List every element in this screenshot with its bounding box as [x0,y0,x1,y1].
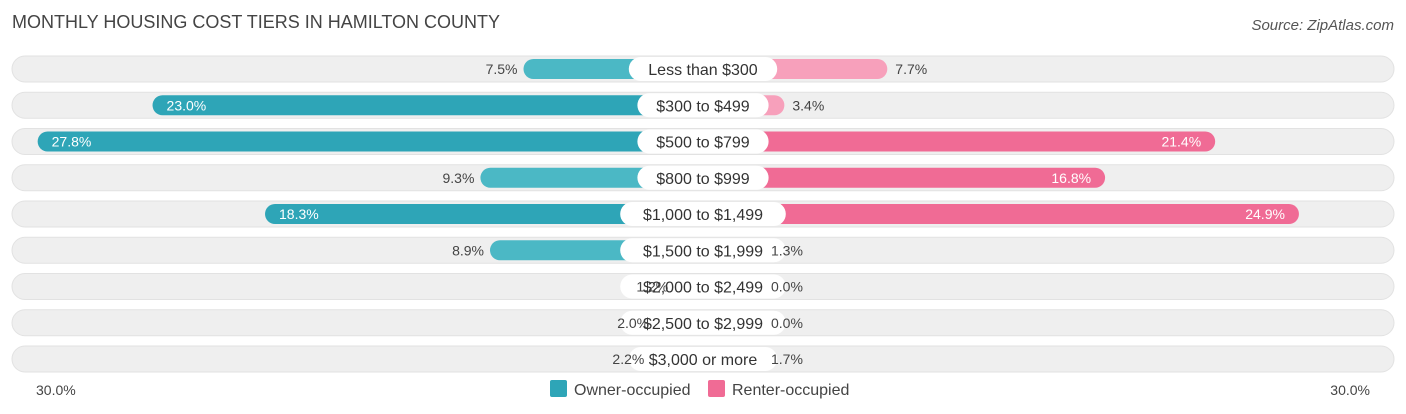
category-pill [620,310,786,335]
chart-row: $1,000 to $1,499 18.3% 24.9% [11,200,1395,228]
category-label: $1,500 to $1,999 [643,243,763,260]
owner-value-label: 27.8% [52,134,92,150]
renter-bar [693,131,1216,152]
category-pill [637,93,769,118]
axis-right-label: 30.0% [1330,382,1370,398]
owner-value-label: 2.0% [617,315,649,331]
chart-row: $800 to $999 9.3% 16.8% [11,164,1395,192]
category-pill [628,347,778,371]
owner-bar [152,95,714,116]
owner-value-label: 8.9% [452,242,484,258]
renter-value-label: 7.7% [895,61,927,77]
owner-value-label: 1.2% [636,279,668,295]
category-pill [637,165,769,190]
owner-value-label: 7.5% [486,61,518,77]
renter-value-label: 0.0% [771,315,803,331]
chart-row: $3,000 or more 2.2% 1.7% [11,345,1395,373]
renter-value-label: 21.4% [1161,134,1201,150]
owner-value-label: 2.2% [612,351,644,367]
renter-value-label: 0.0% [771,279,803,295]
renter-value-label: 3.4% [792,97,824,113]
category-label: $2,500 to $2,999 [643,316,763,333]
renter-bar [693,204,1299,224]
category-label: $1,000 to $1,499 [643,207,763,224]
legend-label-owner: Owner-occupied [574,382,691,399]
category-pill [637,129,769,154]
chart-row: $300 to $499 23.0% 3.4% [11,91,1395,119]
chart-source: Source: ZipAtlas.com [1251,17,1394,34]
category-pill [620,274,786,299]
owner-bar [265,204,713,224]
renter-value-label: 16.8% [1051,170,1091,186]
chart-title: MONTHLY HOUSING COST TIERS IN HAMILTON C… [12,12,500,32]
category-label: $2,000 to $2,499 [643,280,763,297]
legend-swatch-renter [708,380,725,397]
renter-value-label: 1.3% [771,242,803,258]
legend-swatch-owner [550,380,567,397]
category-pill [628,57,778,81]
category-pill [620,202,786,226]
owner-bar [37,131,714,152]
category-label: Less than $300 [648,62,758,79]
category-label: $800 to $999 [656,171,750,188]
owner-value-label: 23.0% [167,97,207,113]
chart-row: $500 to $799 27.8% 21.4% [11,128,1395,155]
category-label: $3,000 or more [649,352,758,369]
chart-row: Less than $300 7.5% 7.7% [11,55,1395,83]
chart-rows: Less than $300 7.5% 7.7% $300 to $499 23.0% 3… [11,55,1395,373]
renter-value-label: 1.7% [771,351,803,367]
axis-left-label: 30.0% [36,382,76,398]
renter-bar [693,167,1106,188]
owner-value-label: 18.3% [279,206,319,222]
category-pill [620,238,786,263]
owner-value-label: 9.3% [442,170,474,186]
legend-label-renter: Renter-occupied [732,382,849,399]
chart-row: $1,500 to $1,999 8.9% 1.3% [11,236,1395,264]
legend: Owner-occupied Renter-occupied [550,380,849,399]
renter-value-label: 24.9% [1245,206,1285,222]
category-label: $300 to $499 [656,98,750,115]
category-label: $500 to $799 [656,135,750,152]
